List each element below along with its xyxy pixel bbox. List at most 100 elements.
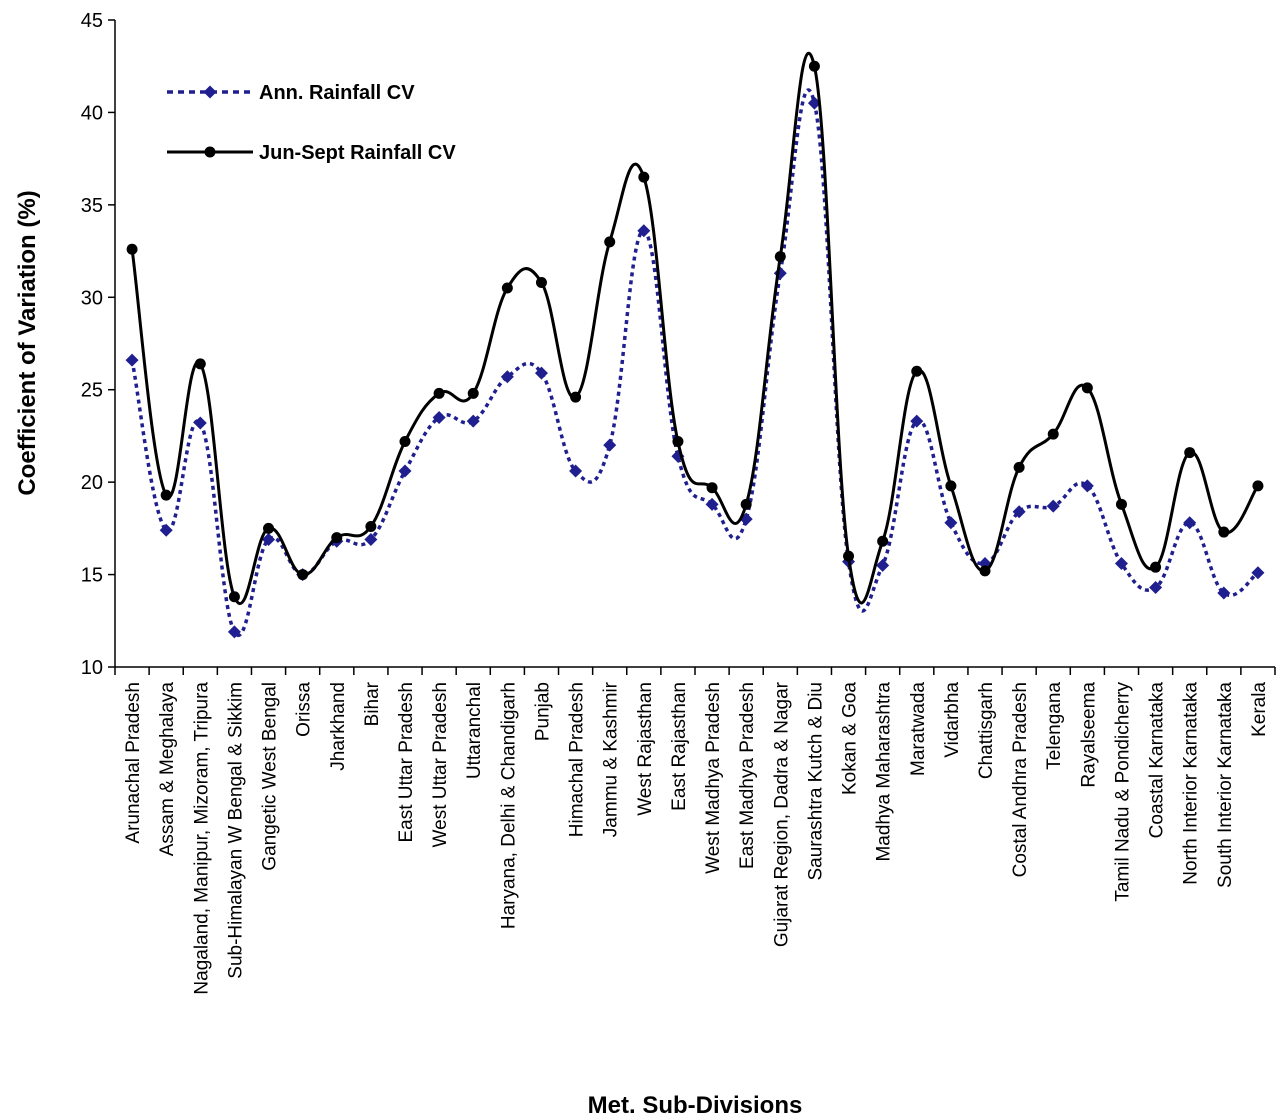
data-point <box>1252 480 1264 492</box>
data-point <box>1012 505 1026 519</box>
data-point <box>1251 566 1265 580</box>
y-tick-label: 35 <box>81 195 103 217</box>
y-axis-title: Coefficient of Variation (%) <box>14 190 41 495</box>
data-point <box>1218 526 1230 538</box>
data-point <box>910 414 924 428</box>
data-point <box>843 550 855 562</box>
data-point <box>1217 586 1231 600</box>
data-point <box>467 387 479 399</box>
data-point <box>1183 516 1197 530</box>
x-category-label: Maratwada <box>908 682 929 776</box>
data-point <box>604 236 616 248</box>
series-line <box>130 51 1260 606</box>
data-point <box>535 276 547 288</box>
x-category-label: South Interior Karnataka <box>1215 682 1236 888</box>
x-category-label: North Interior Karnataka <box>1181 682 1202 885</box>
series-ann-rainfall-cv <box>125 88 1265 639</box>
x-category-label: West Rajasthan <box>635 682 656 816</box>
data-point <box>1115 498 1127 510</box>
data-point <box>194 358 206 370</box>
data-point <box>603 438 617 452</box>
data-point <box>1150 561 1162 573</box>
x-category-label: Arunachal Pradesh <box>123 682 144 844</box>
data-point <box>638 171 650 183</box>
x-category-label: Chattisgarh <box>976 682 997 779</box>
x-category-label: Costal Andhra Pradesh <box>1010 682 1031 877</box>
data-point <box>1149 581 1163 595</box>
data-point <box>432 410 446 424</box>
legend: Ann. Rainfall CV Jun-Sept Rainfall CV <box>167 82 456 164</box>
data-point <box>911 365 923 377</box>
x-category-label: Orissa <box>294 682 315 737</box>
data-point <box>1081 382 1093 394</box>
x-category-label: West Madhya Pradesh <box>703 682 724 874</box>
data-point <box>1184 447 1196 459</box>
y-tick-label: 30 <box>81 287 103 309</box>
data-point <box>228 591 240 603</box>
y-tick-label: 40 <box>81 102 103 124</box>
x-category-label: Telengana <box>1044 682 1065 770</box>
x-category-label: Jammu & Kashmir <box>601 681 622 837</box>
data-point <box>126 243 138 255</box>
data-point <box>1013 461 1025 473</box>
data-point <box>399 435 411 447</box>
data-point <box>706 482 718 494</box>
data-point <box>877 535 889 547</box>
y-tick-label: 45 <box>81 10 103 32</box>
data-point <box>808 60 820 72</box>
data-point <box>569 464 583 478</box>
data-point <box>227 625 241 639</box>
data-point <box>1114 556 1128 570</box>
x-category-label: Assam & Meghalaya <box>157 682 178 857</box>
data-point <box>944 516 958 530</box>
y-tick-label: 10 <box>81 657 103 679</box>
data-point <box>331 532 343 544</box>
data-point <box>263 522 275 534</box>
x-category-label: Gangetic West Bengal <box>260 682 281 871</box>
series-line <box>130 88 1260 637</box>
data-point <box>876 558 890 572</box>
x-category-label: Nagaland, Manipur, Mizoram, Tripura <box>191 682 212 995</box>
series-jun-sept-rainfall-cv <box>126 51 1264 606</box>
data-point <box>500 370 514 384</box>
data-point <box>705 497 719 511</box>
x-category-label: Jharkhand <box>328 682 349 771</box>
x-category-label: Coastal Karnataka <box>1147 682 1168 839</box>
data-point <box>774 251 786 263</box>
data-point <box>125 353 139 367</box>
data-point <box>534 366 548 380</box>
x-category-label: East Rajasthan <box>669 682 690 811</box>
x-category-label: Madhya Maharashtra <box>874 682 895 862</box>
x-category-label: West Uttar Pradesh <box>430 682 451 847</box>
data-point <box>262 532 276 546</box>
x-axis-category-labels: Arunachal Pradesh Assam & Meghalaya Nagala… <box>123 681 1270 994</box>
data-point <box>501 282 513 294</box>
x-category-label: Kokan & Goa <box>840 682 861 795</box>
data-point <box>365 521 377 533</box>
y-tick-label: 20 <box>81 472 103 494</box>
x-category-label: Vidarbha <box>942 682 963 758</box>
x-category-label: Punjab <box>532 682 553 741</box>
x-category-label: Himachal Pradesh <box>567 682 588 837</box>
data-point <box>160 489 172 501</box>
data-point <box>364 532 378 546</box>
x-category-label: Sub-Himalayan W Bengal & Sikkim <box>225 682 246 979</box>
data-point <box>1046 499 1060 513</box>
x-category-label: Rayalseema <box>1078 682 1099 788</box>
data-point <box>637 224 651 238</box>
legend-label: Ann. Rainfall CV <box>259 82 415 104</box>
data-point <box>297 569 309 581</box>
data-point <box>672 435 684 447</box>
x-category-label: Tamil Nadu & Pondicherry <box>1112 682 1133 902</box>
legend-label: Jun-Sept Rainfall CV <box>259 142 456 164</box>
x-axis-title: Met. Sub-Divisions <box>588 1092 803 1119</box>
data-point <box>1047 428 1059 440</box>
data-point <box>466 414 480 428</box>
y-axis-ticks: 10 15 20 25 30 35 40 45 <box>81 10 115 679</box>
series-layer <box>125 51 1265 639</box>
data-point <box>979 565 991 577</box>
x-category-label: Kerala <box>1249 682 1270 737</box>
x-category-label: Bihar <box>362 681 383 726</box>
data-point <box>159 523 173 537</box>
